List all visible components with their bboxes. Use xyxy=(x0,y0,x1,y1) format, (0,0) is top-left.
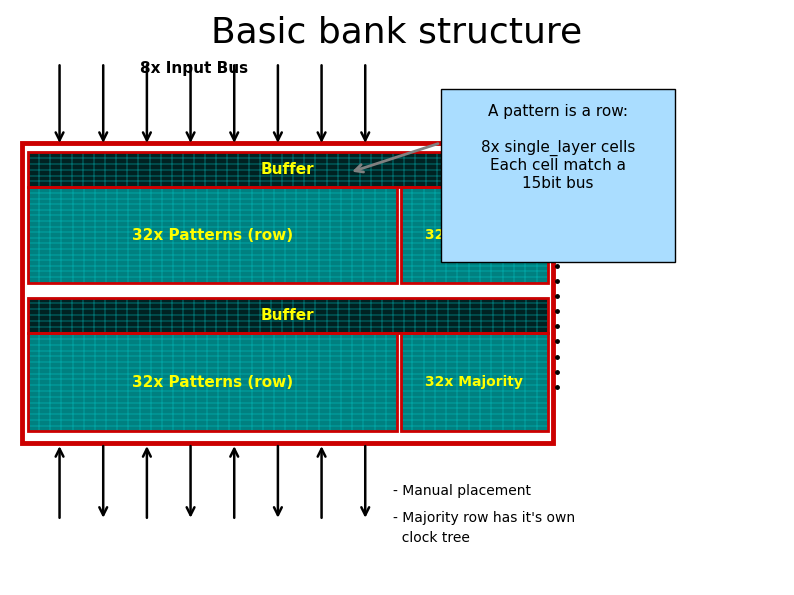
Bar xyxy=(401,187,548,283)
Text: Basic bank structure: Basic bank structure xyxy=(211,15,583,50)
Text: clock tree: clock tree xyxy=(393,531,470,546)
Bar xyxy=(28,298,548,333)
Text: Buffer: Buffer xyxy=(261,308,314,323)
Bar xyxy=(401,187,548,283)
Bar xyxy=(28,298,548,333)
Text: Matched
patterns: Matched patterns xyxy=(568,218,622,246)
Text: - Manual placement: - Manual placement xyxy=(393,484,531,498)
Text: 32x Patterns (row): 32x Patterns (row) xyxy=(132,227,293,243)
Text: 8x single_layer cells
Each cell match a
15bit bus: 8x single_layer cells Each cell match a … xyxy=(480,140,635,191)
Bar xyxy=(401,333,548,431)
Bar xyxy=(28,187,397,283)
Text: 32x Patterns (row): 32x Patterns (row) xyxy=(132,375,293,390)
Text: Buffer: Buffer xyxy=(261,162,314,177)
Bar xyxy=(401,333,548,431)
Bar xyxy=(22,143,553,443)
Bar xyxy=(441,89,675,262)
Bar xyxy=(28,152,548,187)
Text: 8x Input Bus: 8x Input Bus xyxy=(141,61,249,76)
Bar xyxy=(28,333,397,431)
Bar xyxy=(28,333,397,431)
Text: - Majority row has it's own: - Majority row has it's own xyxy=(393,511,575,525)
Bar xyxy=(28,152,548,187)
Text: 32x Majority: 32x Majority xyxy=(426,228,523,242)
Bar xyxy=(28,187,397,283)
Text: A pattern is a row:: A pattern is a row: xyxy=(488,104,628,119)
Text: 32x Majority: 32x Majority xyxy=(426,375,523,389)
